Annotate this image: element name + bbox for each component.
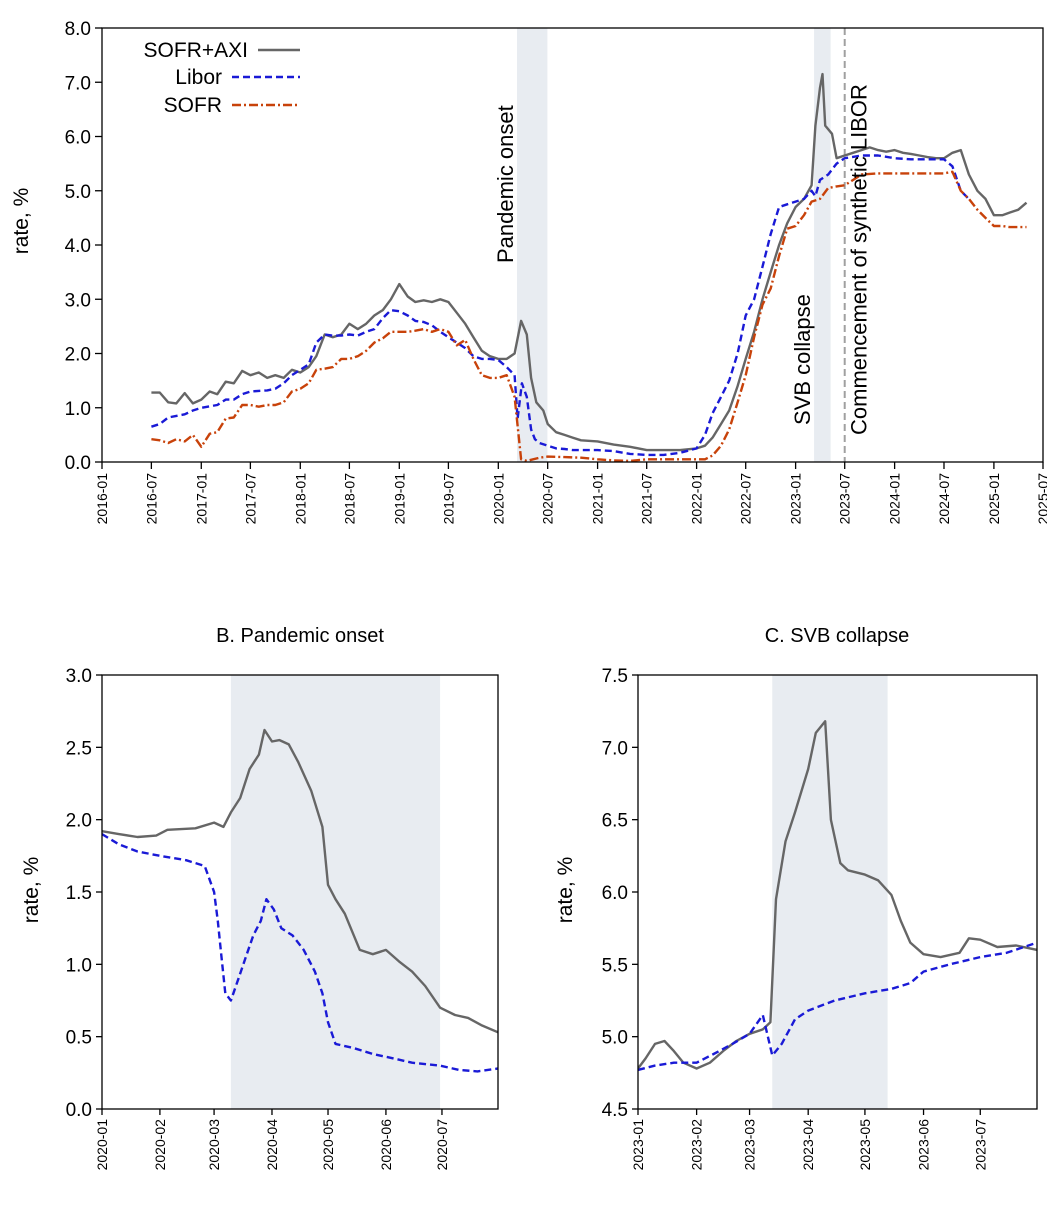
panel-b-xtick-label: 2020-04 [264, 1119, 280, 1171]
panel-a-xtick-label: 2025-07 [1035, 473, 1047, 525]
panel-a-xtick-label: 2018-07 [341, 473, 357, 525]
panel-c-shaded-region-0 [772, 675, 888, 1109]
annotation-pandemic-onset: Pandemic onset [493, 105, 518, 263]
panel-a-xtick-label: 2016-01 [94, 473, 110, 525]
panel-a-xtick-label: 2025-01 [986, 473, 1002, 525]
annotation-commencement-of-synthetic-libor: Commencement of synthetic LIBOR [847, 84, 872, 435]
panel-a-xtick-label: 2017-07 [242, 473, 258, 525]
panel-c-ytick-label: 6.0 [602, 883, 628, 904]
panel-a-xtick-label: 2024-07 [936, 473, 952, 525]
panel-a-xtick-label: 2022-01 [689, 473, 705, 525]
panel-c-ylabel: rate, % [554, 857, 577, 924]
panel-c-ytick-label: 7.0 [602, 738, 628, 759]
panel-a-xtick-label: 2016-07 [143, 473, 159, 525]
panel-b-series-libor [102, 833, 498, 1073]
legend: SOFR+AXI Libor SOFR [144, 39, 300, 117]
panel-c-ytick-label: 7.5 [602, 666, 628, 687]
panel-b-title: B. Pandemic onset [216, 625, 384, 647]
panel-a-series-sofr [151, 170, 1027, 462]
panel-a-xtick-label: 2021-01 [590, 473, 606, 525]
panel-a-xtick-label: 2017-01 [193, 473, 209, 525]
panel-a-ytick-label: 4.0 [65, 236, 91, 257]
panel-a-xtick-label: 2023-01 [788, 473, 804, 525]
panel-a-ytick-label: 7.0 [65, 73, 91, 94]
panel-a-xtick-label: 2022-07 [738, 473, 754, 525]
panel-a-frame [101, 27, 1044, 463]
panel-a-ytick-label: 1.0 [65, 399, 91, 420]
panel-c-xtick-label: 2023-02 [689, 1119, 705, 1171]
panel-a-ytick-label: 8.0 [65, 19, 91, 40]
panel-b-ytick-label: 0.5 [66, 1028, 92, 1049]
panel-c-ytick-label: 6.5 [602, 811, 628, 832]
legend-label-libor: Libor [175, 66, 222, 89]
panel-a-xtick-label: 2020-01 [490, 473, 506, 525]
panel-a-ylabel: rate, % [10, 188, 33, 255]
panel-b-xtick-label: 2020-05 [320, 1119, 336, 1171]
panel-c-xtick-label: 2023-07 [972, 1119, 988, 1171]
panel-b-shaded-region-0 [230, 675, 441, 1109]
panel-b-series-sofr-axi [102, 728, 498, 1034]
panel-c: 4.5 5.0 5.5 6.0 6.5 7.0 7.5 2023-01 2023-02 2023-… [602, 666, 1038, 1171]
panel-c-xtick-label: 2023-05 [857, 1119, 873, 1171]
panel-b-xtick-label: 2020-01 [94, 1119, 110, 1171]
panel-b-xtick-label: 2020-02 [152, 1119, 168, 1171]
panel-a-ytick-label: 0.0 [65, 453, 91, 474]
panel-b-ytick-label: 1.0 [66, 955, 92, 976]
panel-c-xtick-label: 2023-06 [916, 1119, 932, 1171]
panel-b-ylabel: rate, % [20, 857, 43, 924]
panel-b-ytick-label: 3.0 [66, 666, 92, 687]
panel-c-ytick-label: 5.5 [602, 955, 628, 976]
panel-a-xtick-label: 2018-01 [292, 473, 308, 525]
panel-b-ytick-label: 0.0 [66, 1100, 92, 1121]
panel-a-xtick-label: 2020-07 [540, 473, 556, 525]
panel-c-xtick-label: 2023-01 [630, 1119, 646, 1171]
panel-c-xtick-label: 2023-04 [800, 1119, 816, 1171]
panel-b-ytick-label: 1.5 [66, 883, 92, 904]
legend-label-sofr: SOFR [164, 94, 222, 117]
panel-c-ytick-label: 4.5 [602, 1100, 628, 1121]
panel-b-xtick-label: 2020-07 [434, 1119, 450, 1171]
panel-b-ytick-label: 2.0 [66, 811, 92, 832]
panel-b: 0.0 0.5 1.0 1.5 2.0 2.5 3.0 2020-01 2020-02 2020-… [66, 666, 499, 1171]
panel-c-series-sofr-axi [638, 720, 1037, 1070]
panel-a-xtick-label: 2019-07 [440, 473, 456, 525]
panel-b-xtick-label: 2020-03 [206, 1119, 222, 1171]
panel-a-shaded-region-pandemic-onset [517, 28, 548, 462]
panel-c-ytick-label: 5.0 [602, 1028, 628, 1049]
panel-a-xtick-label: 2023-07 [837, 473, 853, 525]
panel-a-ytick-label: 3.0 [65, 290, 91, 311]
panel-a: 0.0 1.0 2.0 3.0 4.0 5.0 6.0 7.0 8.0 2016-01 2016-0… [65, 19, 1047, 524]
panel-a-ytick-label: 2.0 [65, 345, 91, 366]
panel-a-xtick-label: 2024-01 [887, 473, 903, 525]
panel-b-ytick-label: 2.5 [66, 738, 92, 759]
legend-label-sofr-axi: SOFR+AXI [144, 39, 248, 62]
panel-a-ytick-label: 6.0 [65, 128, 91, 149]
panel-b-xtick-label: 2020-06 [378, 1119, 394, 1171]
annotation-svb-collapse: SVB collapse [790, 294, 815, 425]
panel-a-xtick-label: 2019-01 [391, 473, 407, 525]
panel-c-title: C. SVB collapse [765, 625, 910, 647]
panel-c-xtick-label: 2023-03 [742, 1119, 758, 1171]
panel-a-series-sofr-axi [151, 72, 1028, 452]
panel-a-xtick-label: 2021-07 [639, 473, 655, 525]
panel-a-ytick-label: 5.0 [65, 182, 91, 203]
panel-a-series-libor [151, 154, 970, 457]
panel-a-shaded-region-svb-collapse [814, 28, 831, 462]
